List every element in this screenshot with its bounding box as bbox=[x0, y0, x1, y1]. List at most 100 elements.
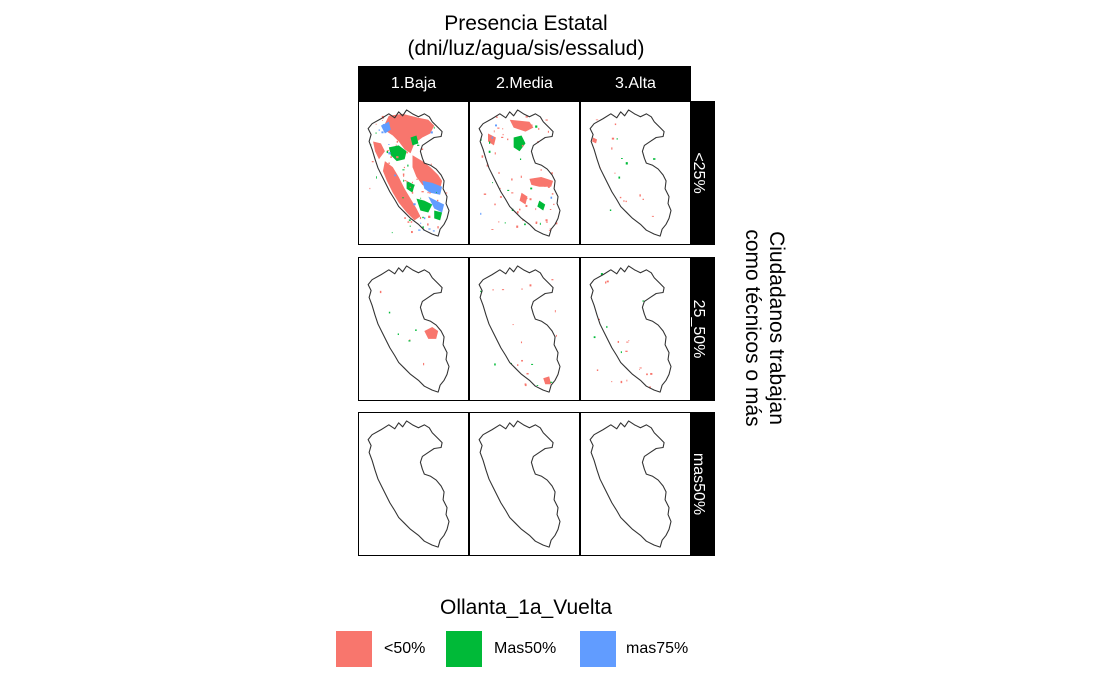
map-speck-r1-c1-1-6 bbox=[407, 164, 409, 167]
map-region-r2-c2-0 bbox=[543, 376, 552, 385]
map-speck-r1-c2-0-42 bbox=[525, 198, 528, 200]
map-speck-r1-c1-0-13 bbox=[419, 216, 422, 220]
map-region-r1-c1-2 bbox=[412, 155, 443, 191]
map-speck-r1-c1-0-10 bbox=[396, 140, 399, 143]
map-speck-r1-c2-2-1 bbox=[550, 196, 553, 199]
map-svg-r3-c2 bbox=[478, 420, 561, 548]
map-speck-r2-c2-0-6 bbox=[512, 324, 514, 326]
map-speck-r1-c2-2-2 bbox=[495, 124, 497, 127]
map-speck-r1-c2-1-9 bbox=[519, 158, 522, 160]
map-speck-r1-c1-0-0 bbox=[406, 181, 408, 183]
map-panel-r2-c1 bbox=[358, 257, 469, 401]
map-svg-r2-c1 bbox=[367, 265, 450, 393]
map-speck-r1-c1-2-11 bbox=[430, 131, 433, 134]
map-speck-r1-c2-0-40 bbox=[511, 178, 513, 181]
map-speck-r1-c2-1-6 bbox=[488, 150, 491, 153]
map-speck-r1-c2-0-7 bbox=[518, 208, 521, 211]
map-speck-r2-c2-0-7 bbox=[521, 288, 523, 290]
map-svg-r3-c1 bbox=[367, 420, 450, 548]
map-speck-r1-c1-0-32 bbox=[437, 226, 439, 229]
map-speck-r1-c2-1-2 bbox=[507, 189, 510, 191]
peru-outline-r3-c2 bbox=[478, 420, 561, 548]
map-region-r1-c2-5 bbox=[537, 200, 546, 211]
facet-strip-col-1: 1.Baja bbox=[358, 66, 469, 101]
map-speck-r1-c1-0-40 bbox=[416, 178, 418, 180]
map-speck-r1-c2-1-10 bbox=[535, 125, 538, 128]
map-speck-r1-c1-0-18 bbox=[403, 201, 406, 205]
map-speck-r1-c2-0-11 bbox=[553, 203, 555, 206]
map-speck-r1-c3-0-6 bbox=[619, 196, 622, 199]
map-speck-r2-c1-0-2 bbox=[409, 339, 411, 341]
map-speck-r1-c3-0-11 bbox=[623, 200, 625, 202]
map-speck-r1-c1-0-43 bbox=[369, 187, 371, 190]
map-speck-r2-c3-0-6 bbox=[650, 372, 653, 375]
map-speck-r2-c2-1-2 bbox=[494, 363, 496, 366]
map-region-r1-c2-1 bbox=[529, 176, 554, 187]
map-speck-r1-c3-0-3 bbox=[614, 172, 616, 174]
map-region-r1-c2-0 bbox=[509, 119, 534, 132]
map-speck-r1-c2-2-3 bbox=[480, 212, 482, 215]
peru-outline-r2-c1 bbox=[367, 265, 450, 393]
map-region-r1-c1-1 bbox=[373, 141, 385, 160]
map-speck-r1-c1-0-7 bbox=[402, 173, 405, 176]
map-speck-r2-c2-0-9 bbox=[554, 310, 556, 313]
map-speck-r1-c2-0-44 bbox=[481, 155, 484, 158]
map-panel-r2-c3 bbox=[580, 257, 691, 401]
map-speck-r2-c2-0-11 bbox=[524, 383, 527, 386]
peru-outline-r1-c2 bbox=[478, 109, 561, 237]
map-speck-r1-c1-0-44 bbox=[402, 193, 405, 196]
map-speck-r1-c1-2-13 bbox=[378, 129, 380, 131]
map-speck-r1-c2-0-29 bbox=[535, 221, 538, 224]
map-speck-r1-c1-2-3 bbox=[432, 230, 435, 232]
map-panel-r2-c2 bbox=[469, 257, 580, 401]
map-speck-r1-c3-1-4 bbox=[621, 158, 623, 159]
map-speck-r2-c3-1-3 bbox=[642, 300, 645, 302]
map-speck-r1-c2-1-11 bbox=[492, 182, 494, 184]
map-speck-r1-c1-2-7 bbox=[413, 203, 416, 206]
map-speck-r1-c2-0-43 bbox=[501, 136, 504, 138]
map-speck-r1-c2-1-1 bbox=[539, 222, 541, 225]
peru-outline-r3-c1 bbox=[367, 420, 450, 548]
map-speck-r1-c2-0-28 bbox=[483, 193, 487, 195]
map-speck-r1-c1-0-41 bbox=[406, 151, 408, 154]
map-speck-r1-c1-0-25 bbox=[436, 199, 439, 202]
map-speck-r1-c1-2-1 bbox=[428, 228, 431, 230]
map-speck-r1-c1-0-30 bbox=[404, 180, 407, 182]
facet-strip-col-2: 2.Media bbox=[469, 66, 580, 101]
map-speck-r1-c1-1-14 bbox=[433, 126, 435, 129]
map-speck-r2-c3-0-1 bbox=[617, 340, 620, 343]
map-speck-r1-c1-1-17 bbox=[412, 186, 414, 189]
map-speck-r1-c2-0-17 bbox=[507, 138, 509, 141]
map-speck-r1-c1-0-27 bbox=[371, 161, 374, 163]
map-speck-r1-c1-2-0 bbox=[394, 174, 397, 177]
map-speck-r2-c1-1-0 bbox=[388, 311, 391, 314]
map-speck-r1-c2-0-10 bbox=[493, 130, 495, 133]
row-title-line1: Ciudadanos trabajan bbox=[765, 231, 788, 425]
map-svg-r1-c1 bbox=[367, 109, 450, 237]
map-speck-r1-c2-0-21 bbox=[499, 196, 502, 198]
map-speck-r1-c3-1-2 bbox=[625, 162, 628, 165]
map-region-r2-c1-0 bbox=[424, 327, 439, 339]
map-speck-r1-c1-1-18 bbox=[422, 226, 424, 229]
map-speck-r1-c3-0-10 bbox=[611, 147, 613, 150]
map-speck-r1-c2-0-22 bbox=[540, 169, 542, 171]
map-region-r1-c1-11 bbox=[428, 196, 445, 213]
map-speck-r1-c1-1-15 bbox=[435, 191, 437, 194]
legend-key-mas50 bbox=[446, 631, 482, 667]
map-speck-r1-c1-2-9 bbox=[418, 229, 421, 231]
map-speck-r1-c1-0-42 bbox=[406, 126, 409, 129]
map-speck-r1-c2-0-4 bbox=[494, 203, 496, 206]
map-speck-r1-c2-0-27 bbox=[498, 221, 500, 223]
map-speck-r2-c3-0-3 bbox=[596, 369, 599, 372]
map-speck-r1-c1-1-11 bbox=[413, 184, 415, 187]
map-region-r1-c2-4 bbox=[513, 135, 526, 152]
map-speck-r1-c2-0-53 bbox=[551, 172, 553, 175]
map-speck-r1-c1-0-20 bbox=[410, 221, 413, 223]
map-speck-r1-c1-1-0 bbox=[397, 150, 400, 153]
map-speck-r2-c3-0-15 bbox=[626, 379, 628, 382]
map-speck-r1-c1-0-37 bbox=[427, 223, 429, 226]
map-speck-r2-c3-0-8 bbox=[598, 318, 600, 321]
map-speck-r2-c3-0-14 bbox=[639, 367, 642, 369]
map-speck-r1-c2-0-20 bbox=[544, 185, 546, 187]
map-speck-r1-c2-0-30 bbox=[545, 119, 548, 121]
